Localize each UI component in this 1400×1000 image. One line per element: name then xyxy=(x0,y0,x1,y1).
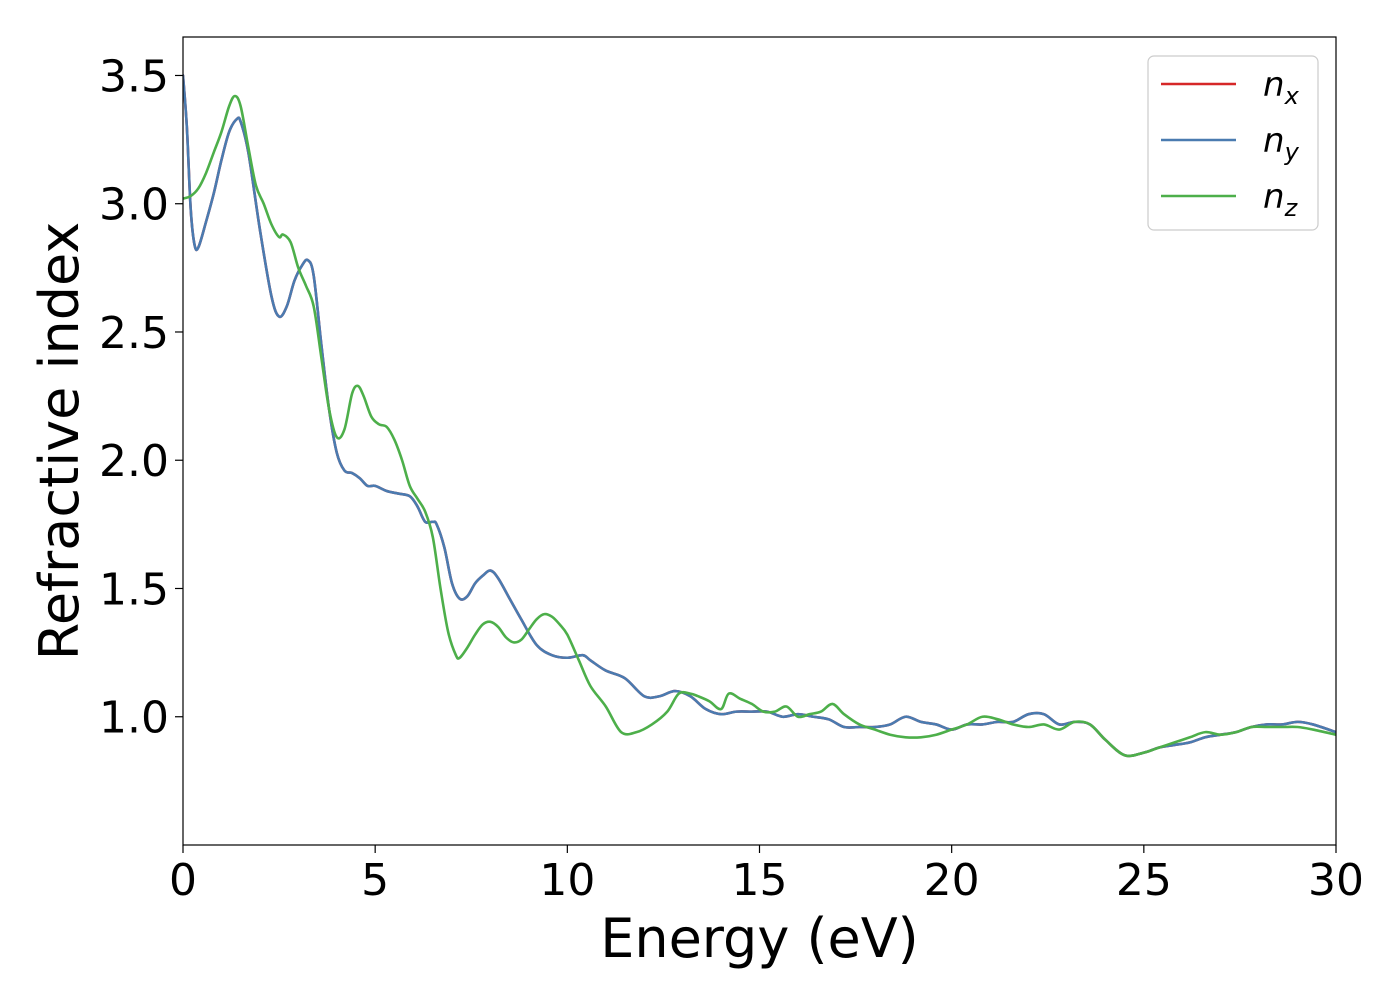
x-tick-label: 20 xyxy=(924,855,980,906)
y-axis-ticks: 1.0 1.5 2.0 2.5 3.0 3.5 xyxy=(99,51,183,744)
legend-label-n-y: ny xyxy=(1263,121,1300,166)
y-tick-label: 3.5 xyxy=(99,51,169,102)
legend-label-n-z: nz xyxy=(1263,177,1299,222)
x-axis-ticks: 0 5 10 15 20 25 30 xyxy=(169,845,1364,906)
y-tick-label: 1.5 xyxy=(99,564,169,615)
series-line-n-z xyxy=(183,94,1336,758)
x-tick-label: 0 xyxy=(169,855,197,906)
x-tick-label: 5 xyxy=(361,855,389,906)
legend-label-n-x: nx xyxy=(1263,65,1300,110)
x-tick-label: 25 xyxy=(1116,855,1172,906)
x-axis-title: Energy (eV) xyxy=(600,907,919,970)
y-tick-label: 2.0 xyxy=(99,436,169,487)
x-tick-label: 10 xyxy=(539,855,595,906)
series-lines xyxy=(183,74,1336,758)
y-tick-label: 2.5 xyxy=(99,308,169,359)
legend-box xyxy=(1147,55,1319,231)
y-tick-label: 3.0 xyxy=(99,180,169,231)
x-tick-label: 30 xyxy=(1308,855,1364,906)
y-axis-title: Refractive index xyxy=(28,222,91,661)
legend: nx ny nz xyxy=(1147,55,1319,231)
y-tick-label: 1.0 xyxy=(99,693,169,744)
x-tick-label: 15 xyxy=(732,855,788,906)
